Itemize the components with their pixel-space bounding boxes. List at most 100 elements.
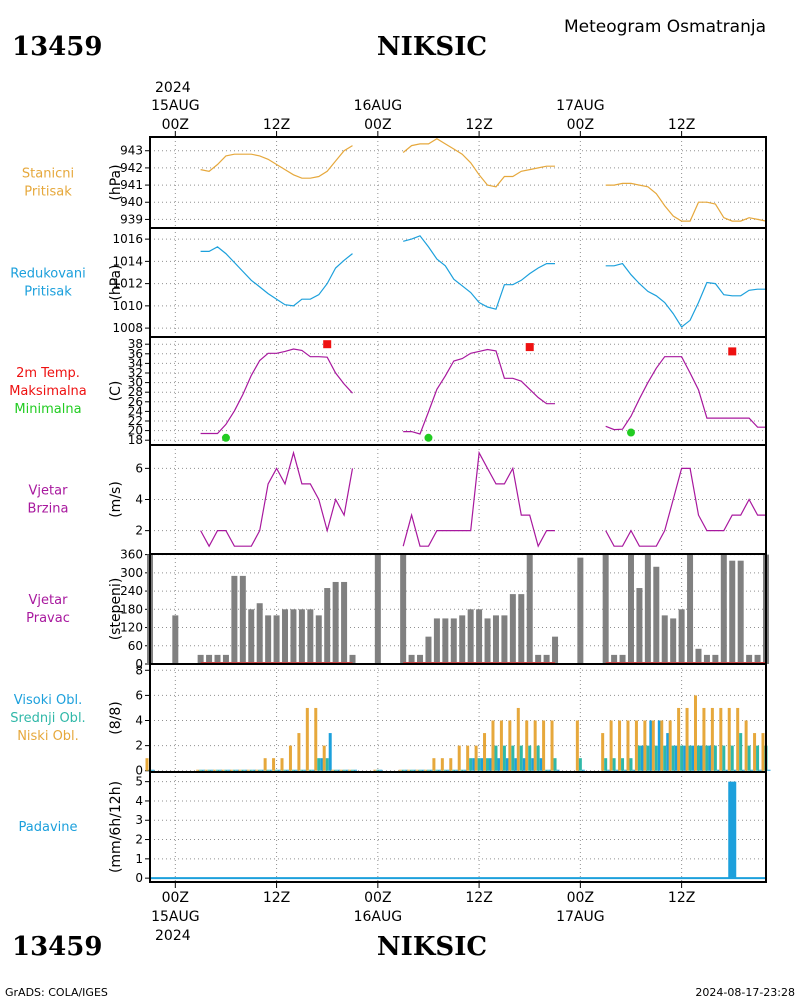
cloud-bar-mid [663,745,667,771]
wind-direction-bar [602,554,609,664]
bottom-date-label: 17AUG [556,909,605,925]
cloud-bar-high [522,758,526,771]
bottom-hour-label: 12Z [668,890,695,906]
cloud-bar-high [354,769,358,771]
cloud-bar-high [556,769,560,771]
panel-label: Pravac [26,611,70,626]
tmin-marker [424,433,433,442]
cloud-bar-low [643,720,647,771]
station-name-top: NIKSIC [377,32,487,62]
wind-direction-bar [543,654,550,664]
wind-direction-bar [282,609,289,664]
cloud-bar-mid [654,745,658,771]
cloud-bar-mid [207,769,211,771]
y-tick-label: 4 [135,794,143,808]
panel-label: Padavine [19,820,78,835]
wind-direction-bar [349,654,356,664]
cloud-bar-mid [232,769,236,771]
cloud-bar-high [767,769,771,771]
wind-direction-bar [248,609,255,664]
wind-direction-bar [678,609,685,664]
cloud-bar-mid [275,769,279,771]
bottom-date-label: 16AUG [354,909,403,925]
wind-direction-bar [746,654,753,664]
wind-direction-bar [197,654,204,664]
wind-direction-bar [619,654,626,664]
station_pressure-line [200,145,353,179]
cloud-bar-high [480,758,484,771]
tmax-marker [525,343,534,352]
y-tick-label: 4 [135,493,143,507]
cloud-bar-mid [671,745,675,771]
cloud-bar-low [440,758,444,771]
panel-label: Pritisak [24,185,72,200]
cloud-bar-low [542,720,546,771]
cloud-bar-high [497,758,501,771]
station_pressure-line [605,182,767,222]
cloud-bar-low [753,733,757,771]
cloud-bar-mid [604,758,608,771]
cloud-bar-low [516,707,520,771]
cloud-bar-low [761,733,765,771]
cloud-bar-mid [756,745,760,771]
cloud-bar-mid [241,769,245,771]
wind-direction-bar [265,615,272,664]
top-hour-label: 12Z [668,117,695,133]
y-tick-label: 4 [135,714,143,728]
y-tick-label: 941 [120,178,143,192]
cloud-bar-low [145,758,149,771]
wind_speed-line [200,450,354,548]
y-tick-label: 0 [135,871,143,885]
cloud-bar-mid [477,758,481,771]
cloud-bar-high [328,733,332,771]
y-tick-label: 1 [135,852,143,866]
y-tick-label: 360 [120,548,143,562]
cloud-bar-mid [486,758,490,771]
top-hour-label: 00Z [162,117,189,133]
bottom-hour-label: 00Z [162,890,189,906]
cloud-bar-low [221,769,225,771]
cloud-bar-high [733,769,737,771]
precip-bar [728,781,737,879]
cloud-bar-mid [621,758,625,771]
wind-direction-bar [425,636,432,664]
cloud-bar-mid [553,758,557,771]
wind-direction-bar [214,654,221,664]
y-tick-label: 28 [128,385,143,399]
tmax-marker [728,347,737,356]
cloud-bar-high [345,769,349,771]
y-tick-label: 30 [128,376,143,390]
y-tick-label: 18 [128,433,143,447]
top-hour-label: 00Z [567,117,594,133]
cloud-bar-mid [705,745,709,771]
y-tick-label: 180 [120,602,143,616]
y-tick-label: 22 [128,414,143,428]
wind-direction-bar [492,615,499,664]
station_pressure-panel: 939 940 941 942 943 (hPa) Stanicni Pritisak [22,136,767,229]
cloud-bar-high [278,769,282,771]
wind-direction-bar [535,654,542,664]
panel-frame [149,336,767,446]
panel-label: Redukovani [10,267,85,282]
wind-direction-bar [417,654,424,664]
cloud-bar-low [685,707,689,771]
cloud-bar-low [263,758,267,771]
cloud-bar-low [204,769,208,771]
cloud-bar-low [693,695,697,771]
cloud-bar-high [716,769,720,771]
y-tick-label: 240 [120,584,143,598]
cloud-bar-high [539,758,543,771]
cloud-bar-high [699,745,703,771]
cloud-bar-low [238,769,242,771]
cloud-bar-low [280,758,284,771]
cloud-bar-low [575,720,579,771]
cloud-bar-high [674,745,678,771]
cloud-bar-mid [300,769,304,771]
wind-direction-bar [653,566,660,664]
station_pressure-line [402,137,555,188]
cloud-bar-mid [418,769,422,771]
cloud-bar-low [525,720,529,771]
wind-direction-bar [222,654,229,664]
cloud-bar-mid [224,769,228,771]
wind-direction-bar [712,654,719,664]
